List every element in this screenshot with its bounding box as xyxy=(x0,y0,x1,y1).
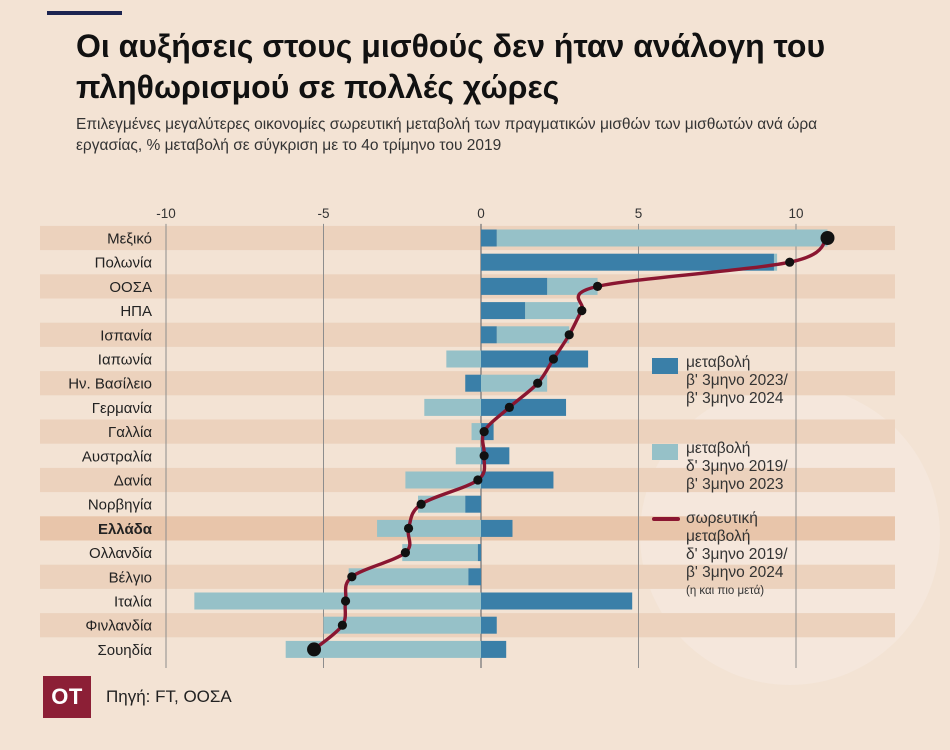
category-label: Γερμανία xyxy=(92,400,153,417)
x-tick-label: 0 xyxy=(477,206,485,221)
category-label: Ελλάδα xyxy=(98,521,153,538)
cumulative-point xyxy=(820,231,835,245)
chart-subtitle: Επιλεγμένες μεγαλύτερες οικονομίες σωρευ… xyxy=(76,116,818,154)
category-label: Πολωνία xyxy=(95,255,153,272)
bar-light xyxy=(525,302,579,320)
row-band xyxy=(40,274,895,299)
bar-dark xyxy=(481,616,497,634)
bar-dark xyxy=(481,519,513,537)
bar-dark xyxy=(481,229,497,247)
category-label: Βέλγιο xyxy=(109,569,152,586)
category-label: Δανία xyxy=(114,473,153,490)
cumulative-point xyxy=(564,330,574,340)
category-labels: Μεξικό Πολωνία ΟΟΣΑ ΗΠΑ Ισπανία Ιαπωνία Ην. Βα… xyxy=(68,231,153,659)
legend-label-dark: μεταβολή β' 3μηνο 2023/ β' 3μηνο 2024 xyxy=(686,354,788,407)
category-label: Ισπανία xyxy=(100,327,152,344)
bar-light xyxy=(405,471,481,489)
legend-swatch-dark xyxy=(652,358,678,374)
chart-title: Οι αυξήσεις στους μισθούς δεν ήταν ανάλο… xyxy=(76,28,826,105)
bar-light xyxy=(496,229,828,247)
bar-light xyxy=(471,423,481,441)
bar-dark xyxy=(481,350,589,368)
bar-dark xyxy=(481,253,774,271)
bar-dark xyxy=(481,592,633,610)
cumulative-point xyxy=(416,499,426,509)
cumulative-point xyxy=(473,475,483,485)
cumulative-point xyxy=(577,306,587,316)
bar-light xyxy=(455,447,481,465)
cumulative-point xyxy=(504,402,514,412)
cumulative-point xyxy=(479,451,489,461)
bar-dark xyxy=(468,568,481,586)
category-label: ΗΠΑ xyxy=(120,303,152,320)
bar-dark xyxy=(465,495,481,513)
bar-dark xyxy=(465,374,481,392)
x-tick-label: 10 xyxy=(788,206,803,221)
cumulative-point xyxy=(479,427,489,437)
bar-light xyxy=(377,519,481,537)
source-note: Πηγή: FT, ΟΟΣΑ xyxy=(106,687,232,706)
bar-dark xyxy=(477,544,481,562)
bar-light xyxy=(496,326,570,344)
bar-light xyxy=(481,374,548,392)
bar-dark xyxy=(481,471,554,489)
publisher-logo: OT xyxy=(43,676,91,718)
cumulative-point xyxy=(785,257,795,267)
cumulative-point xyxy=(403,523,414,534)
bar-light xyxy=(446,350,481,368)
bar-dark xyxy=(481,640,507,658)
header-accent-rule xyxy=(47,11,122,15)
bar-light xyxy=(194,592,481,610)
bar-light xyxy=(402,544,478,562)
legend-label-light: μεταβολή δ' 3μηνο 2019/ β' 3μηνο 2023 xyxy=(686,440,788,493)
category-label: ΟΟΣΑ xyxy=(109,279,152,296)
cumulative-point xyxy=(307,642,322,657)
bar-dark xyxy=(481,447,510,465)
cumulative-point xyxy=(347,572,357,582)
legend-swatch-line xyxy=(652,517,680,521)
cumulative-point xyxy=(592,281,603,291)
category-label: Φινλανδία xyxy=(85,618,152,635)
cumulative-point xyxy=(340,596,351,606)
x-tick-label: -10 xyxy=(156,206,176,221)
bar-dark xyxy=(481,398,567,416)
cumulative-point xyxy=(548,354,559,364)
category-label: Ιαπωνία xyxy=(98,352,153,369)
category-label: Αυστραλία xyxy=(82,448,152,465)
category-label: Ιταλία xyxy=(114,594,152,611)
legend-swatch-light xyxy=(652,444,678,460)
x-tick-label: -5 xyxy=(317,206,329,221)
cumulative-point xyxy=(337,620,347,630)
cumulative-line-layer xyxy=(307,231,835,657)
category-label: Σουηδία xyxy=(97,642,152,659)
category-label: Νορβηγία xyxy=(88,497,153,514)
category-label: Ολλανδία xyxy=(89,545,152,562)
bar-light xyxy=(348,568,469,586)
category-label: Ην. Βασίλειο xyxy=(68,376,152,393)
bar-light xyxy=(285,640,481,658)
bar-light xyxy=(323,616,481,634)
bar-light xyxy=(424,398,481,416)
cumulative-point xyxy=(400,548,410,558)
row-band xyxy=(40,419,895,444)
bar-dark xyxy=(481,326,497,344)
bar-light xyxy=(773,253,778,271)
bar-dark xyxy=(481,277,548,295)
category-label: Μεξικό xyxy=(107,231,152,248)
legend-label-line: σωρευτική μεταβολή δ' 3μηνο 2019/ β' 3μη… xyxy=(686,510,788,597)
cumulative-point xyxy=(533,378,543,388)
category-label: Γαλλία xyxy=(108,424,152,441)
bar-light xyxy=(547,277,598,295)
bar-dark xyxy=(481,302,526,320)
x-axis-ticks: -10 -5 0 5 10 xyxy=(156,206,803,221)
x-tick-label: 5 xyxy=(635,206,643,221)
row-band xyxy=(40,322,895,347)
